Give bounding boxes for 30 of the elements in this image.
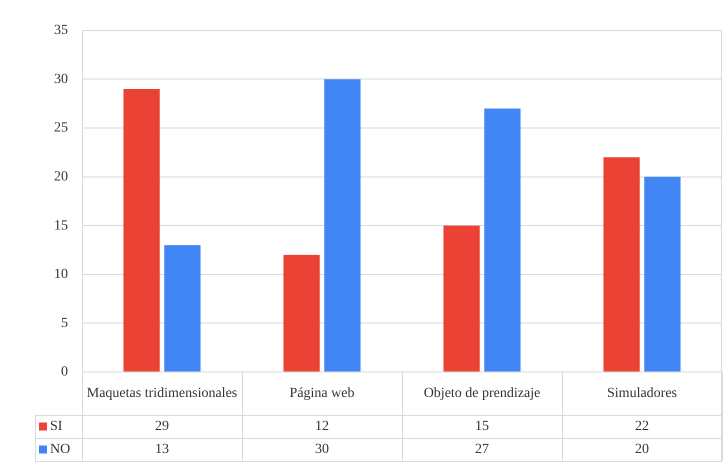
bar [644, 176, 681, 372]
y-tick-label: 25 [54, 120, 68, 136]
bar [283, 254, 320, 372]
data-label: 30 [315, 442, 329, 458]
y-tick-label: 35 [54, 23, 68, 38]
y-tick-label: 20 [54, 169, 68, 184]
bar [164, 245, 201, 372]
bar [123, 88, 160, 372]
y-tick-label: 30 [54, 72, 68, 87]
x-tick-label: Página web [290, 386, 354, 402]
x-tick-label: Simuladores [607, 386, 677, 402]
x-tick-label: Objeto de prendizaje [424, 386, 540, 402]
bar [484, 108, 521, 372]
x-tick-label: Maquetas tridimensionales [86, 386, 238, 402]
y-tick-label: 0 [61, 364, 68, 380]
legend-label: NO [50, 442, 70, 458]
data-label: 13 [155, 442, 169, 458]
bar [324, 79, 361, 372]
legend-label: SI [50, 419, 63, 434]
data-label: 27 [475, 442, 489, 458]
data-label: 15 [475, 419, 489, 434]
y-tick-label: 10 [54, 267, 68, 282]
bar [443, 226, 480, 372]
y-tick-label: 5 [61, 316, 68, 331]
bar [603, 157, 640, 372]
y-tick-label: 15 [54, 218, 68, 234]
data-label: 20 [635, 442, 649, 458]
data-label: 12 [315, 419, 329, 434]
data-label: 29 [155, 419, 169, 434]
data-label: 22 [635, 419, 649, 434]
